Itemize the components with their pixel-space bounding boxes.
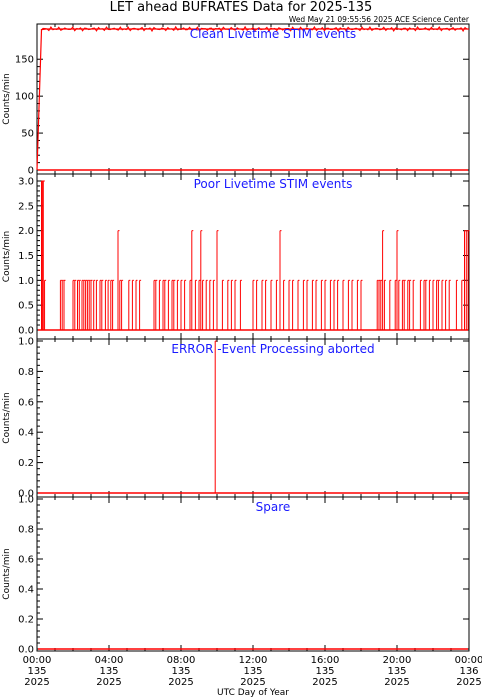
- x-tick-label: 135: [27, 666, 46, 677]
- chart-title: LET ahead BUFRATES Data for 2025-135: [110, 0, 373, 15]
- panel-title: Poor Livetime STIM events: [194, 177, 353, 191]
- y-tick-label: 0.0: [18, 326, 34, 337]
- x-tick-label: 135: [171, 666, 190, 677]
- x-tick-label: 20:00: [383, 655, 412, 666]
- x-tick-label: 16:00: [311, 655, 340, 666]
- y-tick-label: 3.0: [18, 177, 34, 188]
- x-tick-label: 00:00: [23, 655, 52, 666]
- y-tick-label: 1.0: [18, 337, 34, 348]
- x-tick-label: 2025: [312, 677, 337, 688]
- y-tick-label: 0.8: [18, 367, 34, 378]
- x-tick-label: 04:00: [95, 655, 124, 666]
- y-tick-label: 0.6: [18, 397, 34, 408]
- x-tick-label: 2025: [384, 677, 409, 688]
- panel-frame: [36, 338, 470, 498]
- y-tick-label: 0.6: [18, 555, 34, 566]
- panel-4: 0.0 0.2 0.4 0.6 0.8 1.0 Counts/min Spare: [2, 495, 470, 656]
- y-tick-label: 1.5: [18, 251, 34, 262]
- x-tick-label: 2025: [96, 677, 121, 688]
- y-tick-label: 1.0: [18, 276, 34, 287]
- x-tick-label: 12:00: [239, 655, 268, 666]
- panel-frame: [36, 23, 470, 175]
- y-tick-label: 0: [28, 166, 34, 177]
- panel-title: Clean Livetime STIM events: [190, 27, 356, 41]
- y-tick-label: 0.8: [18, 525, 34, 536]
- panel-2: 0.0 0.5 1.0 1.5 2.0 2.5 3.0 Counts/min Poor Live…: [2, 173, 470, 340]
- x-tick-label: 08:00: [167, 655, 196, 666]
- x-tick-label: 135: [243, 666, 262, 677]
- x-tick-label: 2025: [24, 677, 49, 688]
- y-tick-label: 100: [15, 92, 34, 103]
- x-tick-label: 136: [459, 666, 478, 677]
- x-tick-label: 2025: [168, 677, 193, 688]
- generation-timestamp: Wed May 21 09:55:56 2025 ACE Science Cen…: [289, 15, 470, 24]
- x-tick-label: 135: [387, 666, 406, 677]
- x-axis-ticks: 00:00135202504:00135202508:00135202512:0…: [23, 655, 482, 688]
- y-tick-label: 50: [21, 129, 34, 140]
- y-axis-label: Counts/min: [2, 73, 12, 124]
- y-axis-label: Counts/min: [2, 231, 12, 282]
- x-tick-label: 135: [315, 666, 334, 677]
- x-tick-label: 2025: [456, 677, 481, 688]
- panel-title: Spare: [256, 500, 291, 514]
- y-tick-label: 150: [15, 55, 34, 66]
- y-tick-label: 2.0: [18, 226, 34, 237]
- x-tick-label: 2025: [240, 677, 265, 688]
- panel-title: ERROR -Event Processing aborted: [171, 342, 374, 356]
- y-tick-label: 0.0: [18, 645, 34, 656]
- y-tick-label: 0.4: [18, 428, 34, 439]
- x-tick-label: 135: [99, 666, 118, 677]
- y-tick-label: 2.5: [18, 201, 34, 212]
- x-axis-label: UTC Day of Year: [217, 688, 289, 698]
- y-tick-label: 0.2: [18, 458, 34, 469]
- panel-frame: [36, 496, 470, 652]
- y-axis-label: Counts/min: [2, 392, 12, 443]
- y-tick-label: 0.4: [18, 585, 34, 596]
- series-line: [36, 28, 469, 171]
- y-axis-label: Counts/min: [2, 548, 12, 599]
- panel-3: 0.0 0.2 0.4 0.6 0.8 1.0 Counts/min ERROR -Event…: [2, 337, 470, 500]
- x-tick-label: 00:00: [455, 655, 482, 666]
- y-tick-label: 0.2: [18, 615, 34, 626]
- y-tick-label: 0.0: [18, 489, 34, 500]
- y-tick-label: 0.5: [18, 301, 34, 312]
- series-noise: [40, 25, 469, 33]
- y-tick-label: 1.0: [18, 495, 34, 506]
